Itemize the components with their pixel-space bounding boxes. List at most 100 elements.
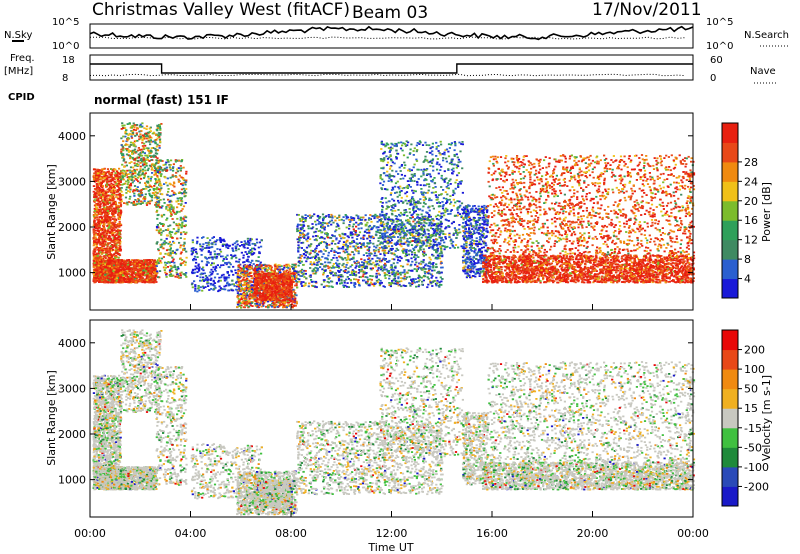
- power-echo-cell: [115, 250, 117, 252]
- power-echo-cell: [140, 130, 142, 132]
- power-echo-cell: [105, 192, 107, 194]
- power-echo-cell: [146, 275, 148, 277]
- power-echo-cell: [115, 205, 117, 207]
- power-echo-cell: [156, 243, 158, 245]
- power-echo-cell: [119, 218, 121, 220]
- nave-tick-bottom: 0: [710, 73, 716, 84]
- power-echo-cell: [149, 260, 151, 262]
- power-echo-cell: [172, 167, 174, 169]
- power-echo-cell: [118, 242, 120, 244]
- power-echo-cell: [137, 280, 139, 282]
- power-echo-cell: [132, 272, 134, 274]
- power-echo-cell: [247, 240, 249, 242]
- power-echo-cell: [205, 275, 207, 277]
- power-echo-cell: [169, 270, 171, 272]
- power-echo-cell: [116, 278, 118, 280]
- power-echo-cell: [126, 154, 128, 156]
- power-echo-cell: [142, 171, 144, 173]
- power-echo-cell: [167, 266, 169, 268]
- power-echo-cell: [174, 213, 176, 215]
- power-echo-cell: [143, 147, 145, 149]
- power-echo-cell: [191, 284, 193, 286]
- power-echo-cell: [156, 265, 158, 267]
- power-echo-cell: [135, 276, 137, 278]
- power-echo-cell: [192, 239, 194, 241]
- power-echo-cell: [162, 230, 164, 232]
- power-echo-cell: [136, 263, 138, 265]
- power-echo-cell: [134, 199, 136, 201]
- power-echo-cell: [232, 249, 234, 251]
- power-echo-cell: [180, 237, 182, 239]
- power-echo-cell: [114, 219, 116, 221]
- power-echo-cell: [100, 210, 102, 212]
- power-echo-cell: [211, 256, 213, 258]
- power-echo-cell: [192, 286, 194, 288]
- power-echo-cell: [98, 223, 100, 225]
- power-echo-cell: [124, 136, 126, 138]
- power-echo-cell: [173, 222, 175, 224]
- power-echo-cell: [159, 184, 161, 186]
- power-echo-cell: [220, 238, 222, 240]
- cpid-mode: normal (fast) 151 IF: [94, 93, 229, 107]
- power-echo-cell: [235, 247, 237, 249]
- power-echo-cell: [118, 234, 120, 236]
- power-echo-cell: [123, 202, 125, 204]
- power-echo-cell: [100, 185, 102, 187]
- power-echo-cell: [147, 182, 149, 184]
- power-echo-cell: [226, 258, 228, 260]
- power-echo-cell: [146, 128, 148, 130]
- power-echo-cell: [107, 210, 109, 212]
- power-echo-cell: [249, 293, 251, 295]
- power-echo-cell: [226, 255, 228, 257]
- power-echo-cell: [214, 251, 216, 253]
- power-echo-cell: [150, 151, 152, 153]
- power-echo-cell: [123, 269, 125, 271]
- power-echo-cell: [176, 201, 178, 203]
- power-echo-cell: [117, 210, 119, 212]
- power-echo-cell: [182, 249, 184, 251]
- power-echo-cell: [97, 191, 99, 193]
- power-echo-cell: [110, 254, 112, 256]
- power-echo-cell: [102, 263, 104, 265]
- power-echo-cell: [198, 285, 200, 287]
- power-echo-cell: [97, 172, 99, 174]
- power-echo-cell: [127, 281, 129, 283]
- power-echo-cell: [96, 187, 98, 189]
- power-echo-cell: [125, 171, 127, 173]
- power-echo-cell: [140, 124, 142, 126]
- power-echo-cell: [206, 247, 208, 249]
- power-echo-cell: [168, 243, 170, 245]
- power-echo-cell: [196, 271, 198, 273]
- power-echo-cell: [94, 172, 96, 174]
- power-echo-cell: [135, 260, 137, 262]
- power-echo-cell: [119, 274, 121, 276]
- power-echo-cell: [149, 165, 151, 167]
- power-echo-cell: [287, 264, 289, 266]
- power-echo-cell: [178, 179, 180, 181]
- power-echo-cell: [134, 265, 136, 267]
- power-echo-cell: [125, 197, 127, 199]
- power-echo-cell: [171, 275, 173, 277]
- power-echo-cell: [174, 233, 176, 235]
- power-echo-cell: [120, 202, 122, 204]
- power-echo-cell: [148, 141, 150, 143]
- power-echo-cell: [94, 213, 96, 215]
- power-echo-cell: [139, 268, 141, 270]
- power-echo-cell: [151, 277, 153, 279]
- power-echo-cell: [156, 170, 158, 172]
- power-echo-cell: [231, 258, 233, 260]
- power-echo-cell: [125, 143, 127, 145]
- power-echo-cell: [169, 167, 171, 169]
- power-echo-cell: [131, 153, 133, 155]
- power-echo-cell: [115, 246, 117, 248]
- power-echo-cell: [142, 145, 144, 147]
- power-echo-cell: [96, 176, 98, 178]
- power-echo-cell: [237, 244, 239, 246]
- power-echo-cell: [121, 191, 123, 193]
- power-echo-cell: [196, 291, 198, 293]
- power-echo-cell: [159, 126, 161, 128]
- power-echo-cell: [101, 276, 103, 278]
- power-echo-cell: [261, 306, 263, 308]
- power-echo-cell: [237, 296, 239, 298]
- power-echo-cell: [109, 210, 111, 212]
